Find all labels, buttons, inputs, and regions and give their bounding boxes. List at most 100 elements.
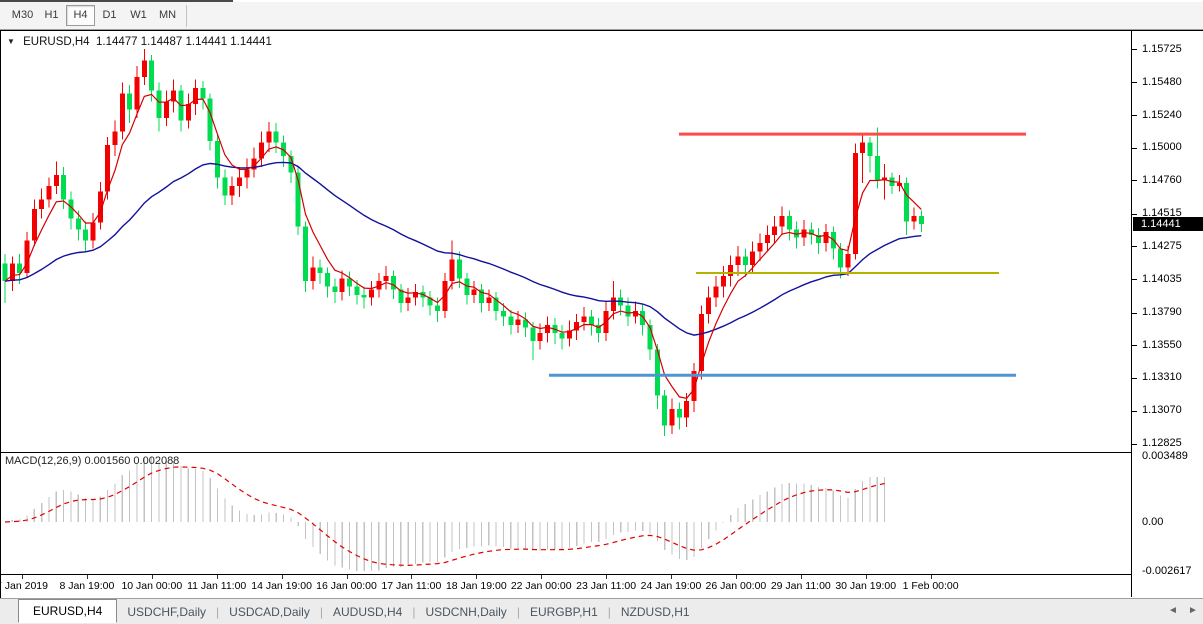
time-tick-mark	[671, 575, 672, 579]
price-tick-label: 1.13790	[1142, 306, 1182, 319]
timeframe-button-h1[interactable]: H1	[44, 9, 59, 21]
price-tick-label: 1.14515	[1142, 207, 1182, 220]
price-tick-label: 1.14760	[1142, 173, 1182, 186]
chart-window: ▼ EURUSD,H4 1.14477 1.14487 1.14441 1.14…	[0, 30, 1203, 598]
time-tick-mark	[476, 575, 478, 579]
price-chart-canvas[interactable]	[1, 31, 1131, 452]
time-tick-label: 22 Jan 00:00	[510, 580, 572, 592]
time-tick-mark	[800, 575, 802, 579]
price-tick-mark	[1132, 115, 1137, 117]
macd-name: MACD(12,26,9)	[5, 455, 82, 467]
time-tick-mark	[606, 575, 608, 579]
time-tick-label: 1 Feb 00:00	[902, 580, 959, 592]
chart-tab-usdchf-daily[interactable]: USDCHF,Daily	[127, 605, 207, 619]
timeframe-button-mn[interactable]: MN	[158, 9, 177, 21]
time-tick-mark	[930, 575, 932, 579]
time-tick-label: 7 Jan 2019	[0, 580, 48, 592]
toolbar-separator	[186, 5, 187, 27]
price-tick-label: 1.13070	[1142, 404, 1182, 417]
window-frame-fragment	[0, 0, 233, 2]
time-tick-label: 14 Jan 19:00	[251, 580, 312, 592]
time-tick-label: 26 Jan 00:00	[705, 580, 767, 592]
price-tick-mark	[1132, 246, 1137, 248]
price-tick-label: 1.12825	[1142, 437, 1182, 450]
chart-tabs: EURUSD,H4 USDCHF,Daily | USDCAD,Daily | AUDUS…	[18, 599, 700, 624]
time-tick-mark	[346, 575, 348, 579]
chart-tab-nzdusd-h1[interactable]: NZDUSD,H1	[620, 605, 690, 619]
current-price-badge: 1.14441	[1133, 216, 1203, 231]
time-axis[interactable]: 7 Jan 2019 8 Jan 19:00 10 Jan 00:00 11 Jan …	[0, 575, 1131, 597]
timeframe-button-h4[interactable]: H4	[66, 5, 95, 26]
chart-symbol-period: EURUSD,H4	[23, 36, 90, 48]
timeframe-button-m30[interactable]: M30	[11, 9, 34, 21]
chart-tab-eurusd-h4[interactable]: EURUSD,H4	[18, 599, 118, 623]
time-tick-label: 17 Jan 11:00	[381, 580, 442, 592]
time-tick-mark	[735, 575, 737, 579]
time-tick-mark	[151, 575, 153, 579]
time-tick-label: 30 Jan 19:00	[835, 580, 897, 592]
price-tick-mark	[1132, 213, 1137, 215]
macd-canvas[interactable]	[1, 453, 1131, 574]
price-tick-label: 1.14275	[1142, 239, 1182, 252]
macd-histogram	[11, 456, 886, 571]
price-tick-mark	[1132, 443, 1137, 445]
time-tick-label: 10 Jan 00:00	[121, 580, 183, 592]
time-tick-mark	[865, 575, 867, 579]
macd-signal-line	[4, 466, 885, 567]
macd-indicator-label: MACD(12,26,9) 0.001560 0.002088	[5, 455, 179, 467]
time-tick-label: 11 Jan 11:00	[187, 580, 247, 592]
tab-separator: |	[412, 605, 416, 619]
time-tick-mark	[541, 575, 543, 579]
macd-panel: MACD(12,26,9) 0.001560 0.002088	[1, 452, 1131, 575]
price-tick-label: 1.15240	[1142, 108, 1182, 121]
price-tick-mark	[1132, 180, 1137, 182]
price-tick-mark	[1132, 279, 1137, 281]
time-tick-label: 18 Jan 19:00	[445, 580, 507, 592]
timeframe-button-d1[interactable]: D1	[102, 9, 117, 21]
price-tick-label: 1.13310	[1142, 371, 1182, 384]
macd-current-values: 0.001560 0.002088	[84, 455, 180, 467]
chart-tab-eurgbp-h1[interactable]: EURGBP,H1	[529, 605, 598, 619]
time-tick-mark	[216, 575, 218, 579]
macd-tick-label: 0.00	[1142, 515, 1164, 528]
price-tick-label: 1.15000	[1142, 141, 1182, 154]
time-tick-mark	[411, 575, 413, 579]
chart-tab-usdcnh-daily[interactable]: USDCNH,Daily	[425, 605, 507, 619]
chart-ohlc-values: 1.14477 1.14487 1.14441 1.14441	[95, 36, 272, 48]
price-axis[interactable]: 1.15725 1.15480 1.15240 1.15000 1.14760 1.145…	[1131, 31, 1203, 597]
timeframe-button-w1[interactable]: W1	[130, 9, 147, 21]
tab-separator: |	[516, 605, 520, 619]
candles-layer	[2, 49, 924, 436]
time-tick-mark	[281, 575, 283, 579]
chart-dropdown-icon[interactable]: ▼	[7, 37, 15, 46]
price-tick-mark	[1132, 377, 1137, 379]
chart-tabs-bar: EURUSD,H4 USDCHF,Daily | USDCAD,Daily | AUDUS…	[0, 598, 1203, 624]
time-tick-label: 23 Jan 11:00	[576, 580, 637, 592]
price-tick-mark	[1132, 312, 1137, 314]
tabs-scroll-right-icon[interactable]: ►	[1188, 605, 1198, 616]
slow-ma-line	[4, 161, 922, 336]
price-tick-mark	[1132, 82, 1137, 84]
price-tick-label: 1.13550	[1142, 338, 1182, 351]
price-tick-mark	[1132, 410, 1137, 412]
time-tick-label: 8 Jan 19:00	[59, 580, 115, 592]
chart-tab-audusd-h4[interactable]: AUDUSD,H4	[332, 605, 403, 619]
price-tick-mark	[1132, 49, 1137, 50]
price-tick-label: 1.15480	[1142, 75, 1182, 88]
price-tick-label: 1.14035	[1142, 272, 1182, 285]
macd-tick-label: -0.002617	[1142, 564, 1192, 577]
time-tick-mark	[22, 575, 23, 579]
tab-separator: |	[319, 605, 323, 619]
price-tick-label: 1.15725	[1142, 42, 1182, 55]
chart-title: ▼ EURUSD,H4 1.14477 1.14487 1.14441 1.14…	[7, 36, 272, 48]
time-tick-label: 16 Jan 00:00	[316, 580, 377, 592]
time-tick-label: 29 Jan 11:00	[770, 580, 831, 592]
fast-ma-line	[4, 93, 922, 399]
chart-tab-usdcad-daily[interactable]: USDCAD,Daily	[229, 605, 310, 619]
tab-separator: |	[607, 605, 611, 619]
time-tick-mark	[86, 575, 88, 579]
tabs-scroll-left-icon[interactable]: ◄	[1168, 605, 1178, 616]
price-tick-mark	[1132, 345, 1137, 347]
timeframe-toolbar: M30 H1 H4 D1 W1 MN	[0, 2, 1203, 30]
